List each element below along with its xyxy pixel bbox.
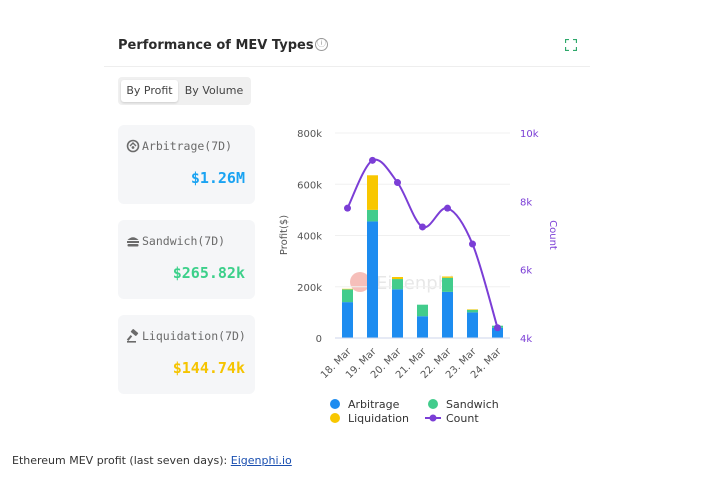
y-left-tick-label: 400k: [297, 232, 322, 243]
stat-label: Arbitrage(7D): [142, 139, 233, 153]
legend: Arbitrage Sandwich Liquidation Count: [330, 398, 499, 425]
bar-sandwich: [392, 279, 403, 290]
stat-card-arbitrage: Arbitrage(7D) $1.26M: [118, 125, 255, 204]
bar-sandwich: [442, 277, 453, 292]
y-right-tick-label: 10k: [520, 129, 539, 140]
bar-sandwich: [367, 209, 378, 222]
legend-symbol-arbitrage: [330, 399, 340, 409]
count-point: [494, 324, 501, 332]
caption-text: Ethereum MEV profit (last seven days):: [12, 454, 231, 467]
bar-arbitrage: [467, 312, 478, 338]
count-point: [469, 240, 476, 248]
caption: Ethereum MEV profit (last seven days): E…: [12, 454, 292, 467]
stat-value: $265.82k: [172, 264, 245, 282]
count-point: [369, 156, 376, 164]
stat-value: $1.26M: [190, 169, 245, 187]
bar-arbitrage: [392, 289, 403, 338]
gavel-icon: [126, 329, 139, 343]
count-line: [344, 156, 501, 332]
stat-card-sandwich: Sandwich(7D) $265.82k: [118, 220, 255, 299]
legend-label: Arbitrage: [348, 398, 400, 411]
tab-by-volume[interactable]: By Volume: [184, 84, 244, 97]
arbitrage-icon: [126, 139, 140, 153]
bar-liquidation: [342, 288, 353, 290]
y-left-tick-label: 200k: [297, 283, 322, 294]
bar-liquidation: [467, 309, 478, 310]
y-left-tick-label: 0: [316, 334, 322, 345]
y-right-tick-label: 6k: [520, 266, 532, 277]
count-point: [344, 204, 351, 212]
bars: [342, 175, 503, 338]
legend-label: Liquidation: [348, 412, 409, 425]
bar-arbitrage: [442, 291, 453, 338]
bar-sandwich: [417, 304, 428, 317]
tab-by-profit[interactable]: By Profit: [121, 80, 178, 102]
bar-arbitrage: [492, 327, 503, 338]
stat-label: Sandwich(7D): [142, 234, 226, 248]
legend-label: Sandwich: [446, 398, 499, 411]
axes: 0 200k 400k 600k 800k 4k 6k 8k 10k Profit($) Count…: [279, 129, 558, 381]
tab-group: By Profit By Volume: [118, 77, 251, 105]
expand-icon[interactable]: [565, 39, 577, 51]
y-left-tick-label: 600k: [297, 180, 322, 191]
bar-liquidation: [442, 276, 453, 278]
sandwich-icon: [127, 237, 139, 247]
info-icon[interactable]: ⓘ: [315, 38, 328, 51]
y-right-tick-label: 8k: [520, 197, 532, 208]
stat-label: Liquidation(7D): [142, 329, 246, 343]
count-point: [419, 223, 426, 231]
legend-symbol-liquidation: [330, 413, 340, 423]
bar-liquidation: [367, 175, 378, 210]
legend-label: Count: [446, 412, 479, 425]
legend-symbol-count-dot: [429, 414, 437, 422]
caption-link[interactable]: Eigenphi.io: [230, 454, 292, 467]
mev-types-card: Performance of MEV Types ⓘ By Profit By …: [104, 22, 590, 434]
bar-arbitrage: [342, 302, 353, 338]
stat-value: $144.74k: [172, 359, 245, 377]
bar-arbitrage: [417, 316, 428, 338]
card-title: Performance of MEV Types: [118, 38, 314, 53]
y-right-tick-label: 4k: [520, 334, 532, 345]
count-point: [444, 204, 451, 212]
legend-symbol-sandwich: [428, 399, 438, 409]
bar-sandwich: [467, 309, 478, 313]
y-left-tick-label: 800k: [297, 129, 322, 140]
count-point: [394, 179, 401, 187]
divider: [104, 66, 590, 67]
bar-sandwich: [342, 289, 353, 303]
grid: [335, 132, 510, 288]
stat-card-liquidation: Liquidation(7D) $144.74k: [118, 315, 255, 394]
y-left-axis-title: Profit($): [279, 215, 290, 255]
bar-arbitrage: [367, 221, 378, 338]
bar-liquidation: [392, 277, 403, 280]
y-right-axis-title: Count: [547, 220, 558, 250]
